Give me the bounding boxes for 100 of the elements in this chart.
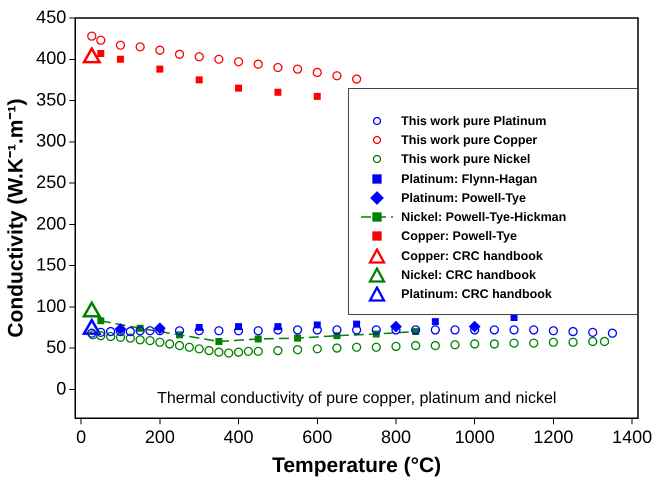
point xyxy=(411,340,420,350)
x-tick-label: 600 xyxy=(302,426,332,447)
y-tick-label: 150 xyxy=(36,254,66,275)
point xyxy=(294,334,302,342)
y-tick-label: 100 xyxy=(36,296,66,316)
point xyxy=(214,348,224,357)
point xyxy=(155,46,164,55)
point xyxy=(224,348,234,358)
point xyxy=(165,339,174,349)
legend-label: Platinum: Powell-Tye xyxy=(401,190,526,205)
point xyxy=(588,328,598,338)
y-tick-label: 200 xyxy=(36,213,66,234)
point xyxy=(174,326,184,336)
point xyxy=(136,326,145,336)
point xyxy=(411,325,420,335)
point xyxy=(509,338,519,348)
x-tick-label: 0 xyxy=(76,426,86,447)
point xyxy=(372,342,381,352)
point xyxy=(106,326,116,336)
point xyxy=(600,336,610,346)
point xyxy=(372,325,381,335)
point xyxy=(254,346,263,356)
point xyxy=(126,334,135,343)
point xyxy=(96,36,106,45)
point xyxy=(204,346,214,356)
legend-label: Platinum: Flynn-Hagan xyxy=(401,172,538,186)
point xyxy=(292,325,302,335)
x-tick-label: 1400 xyxy=(612,426,652,447)
y-tick-label: 350 xyxy=(36,89,66,110)
point xyxy=(136,42,145,52)
point xyxy=(568,326,578,336)
legend-label: This work pure Copper xyxy=(401,132,538,147)
legend-label: Nickel: Powell-Tye-Hickman xyxy=(401,210,566,224)
point xyxy=(156,66,164,73)
point xyxy=(490,339,500,349)
point xyxy=(312,344,322,354)
y-tick-label: 450 xyxy=(36,6,66,27)
legend-label: Copper: Powell-Tye xyxy=(401,229,517,244)
point xyxy=(116,40,126,50)
y-tick-label: 400 xyxy=(36,48,66,68)
point xyxy=(391,342,401,352)
point xyxy=(292,345,302,354)
point xyxy=(490,325,500,335)
point xyxy=(470,339,480,349)
point xyxy=(126,326,135,336)
point xyxy=(234,57,244,66)
point xyxy=(352,74,362,84)
point xyxy=(352,342,362,352)
point xyxy=(588,336,598,346)
point xyxy=(254,326,263,336)
point xyxy=(254,60,263,69)
x-tick-label: 1200 xyxy=(533,426,574,447)
point xyxy=(254,336,262,342)
point xyxy=(145,326,155,336)
point xyxy=(548,326,558,336)
point xyxy=(292,64,302,74)
point xyxy=(97,317,104,324)
point xyxy=(145,336,155,346)
point xyxy=(529,338,538,348)
legend-label: This work pure Nickel xyxy=(401,152,530,166)
point xyxy=(568,338,578,347)
point xyxy=(234,348,244,357)
y-tick-label: 250 xyxy=(36,172,66,192)
annotation: Thermal conductivity of pure copper, platinum and nickel xyxy=(157,390,556,408)
point xyxy=(312,325,322,335)
point xyxy=(196,76,203,84)
point xyxy=(450,325,460,335)
point xyxy=(274,88,282,96)
point xyxy=(510,314,518,322)
legend-label: Platinum: CRC handbook xyxy=(401,287,552,302)
point xyxy=(96,328,106,338)
point xyxy=(273,346,283,356)
point xyxy=(194,52,204,62)
point xyxy=(214,54,224,64)
point xyxy=(214,326,224,336)
point xyxy=(194,344,204,354)
point xyxy=(87,32,96,41)
point xyxy=(430,340,440,350)
point xyxy=(184,342,194,352)
point xyxy=(529,325,538,335)
y-axis-title: Conductivity (W.K⁻¹.m⁻¹) xyxy=(4,98,28,338)
point xyxy=(97,50,104,57)
x-tick-label: 1000 xyxy=(454,426,495,447)
x-tick-label: 800 xyxy=(380,426,411,447)
legend-label: Copper: CRC handbook xyxy=(401,248,543,263)
x-axis-title: Temperature (°C) xyxy=(272,454,442,478)
point xyxy=(273,62,283,72)
y-tick-label: 50 xyxy=(46,337,66,358)
point xyxy=(332,325,342,335)
point xyxy=(136,335,145,344)
point xyxy=(430,325,440,335)
point xyxy=(116,332,126,342)
point xyxy=(215,338,222,345)
point xyxy=(312,68,322,78)
x-tick-label: 200 xyxy=(144,426,175,447)
point xyxy=(174,340,184,350)
point xyxy=(244,346,254,356)
point xyxy=(273,325,283,335)
point xyxy=(155,338,164,347)
x-tick-label: 400 xyxy=(224,426,254,447)
